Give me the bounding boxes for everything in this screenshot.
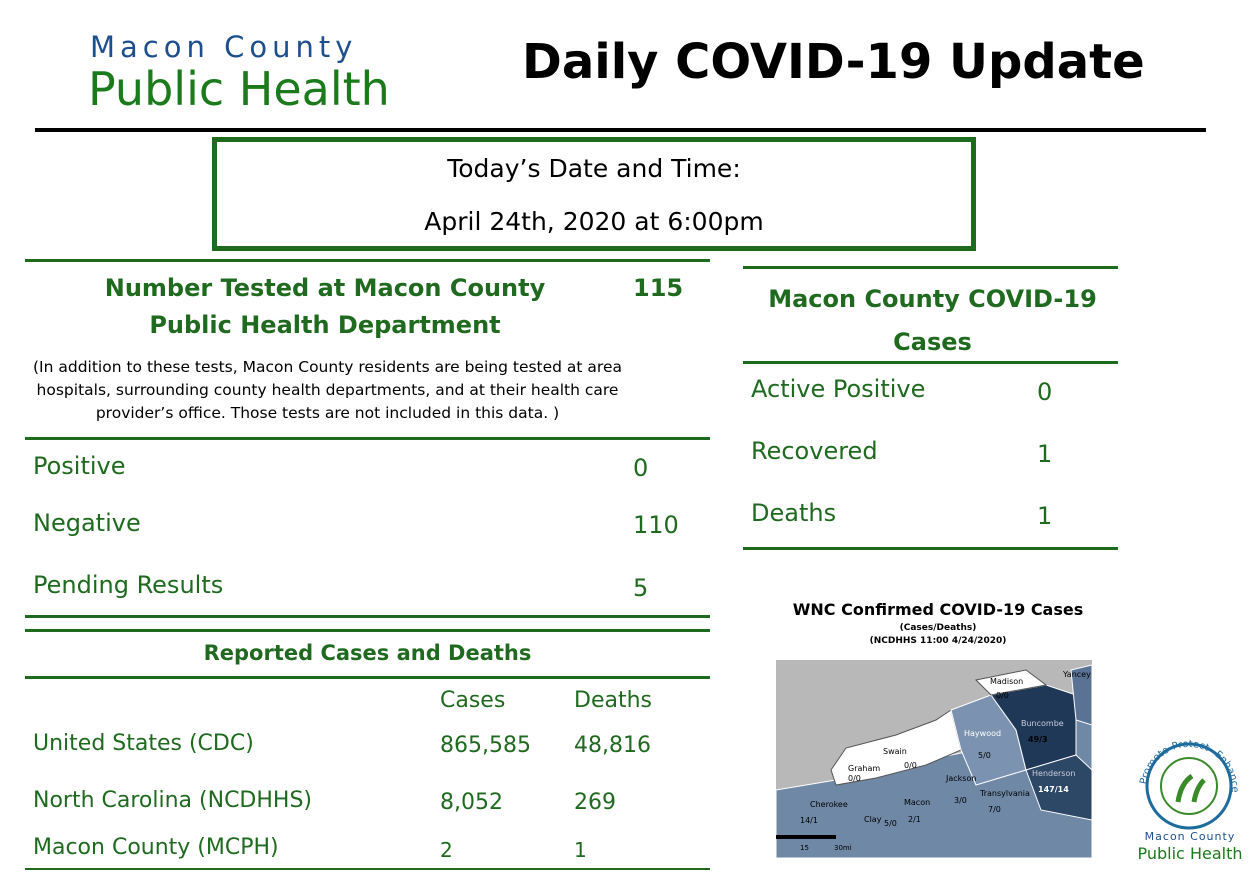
county-label: 7/0 bbox=[988, 805, 1001, 814]
county-map: Madison 0/0 Yancey Buncombe 49/3 Haywood… bbox=[776, 660, 1092, 858]
org-line2: Public Health bbox=[88, 62, 390, 116]
rule bbox=[25, 629, 710, 632]
reported-label: United States (CDC) bbox=[33, 731, 254, 756]
page-title: Daily COVID-19 Update bbox=[522, 34, 1145, 90]
column-header: Deaths bbox=[574, 688, 652, 713]
row-label: Deaths bbox=[751, 499, 837, 527]
logo: Promote Protect Enhance Macon County Pub… bbox=[1138, 740, 1243, 863]
county-name: Henderson bbox=[1032, 769, 1075, 778]
county-name: Macon bbox=[904, 798, 930, 807]
county-name: Yancey bbox=[1062, 670, 1091, 679]
map-subtitle: (Cases/Deaths) bbox=[899, 623, 977, 633]
row-value: 5 bbox=[633, 574, 649, 602]
county-name: Jackson bbox=[945, 774, 976, 783]
reported-heading: Reported Cases and Deaths bbox=[203, 641, 532, 665]
county-name: Haywood bbox=[964, 729, 1001, 738]
county-name: Buncombe bbox=[1021, 719, 1064, 728]
row-label: Positive bbox=[33, 452, 126, 480]
county bbox=[974, 669, 1048, 696]
county-label: 14/1 bbox=[800, 816, 818, 825]
scale-bar bbox=[776, 835, 836, 839]
rule bbox=[25, 259, 710, 262]
county-label: 147/14 bbox=[1038, 785, 1069, 794]
logo-line1: Macon County bbox=[1145, 830, 1236, 843]
date-label: Today’s Date and Time: bbox=[447, 154, 741, 183]
row-value: 1 bbox=[1037, 440, 1053, 468]
reported-cases: 8,052 bbox=[440, 790, 503, 815]
county-name: Clay bbox=[864, 815, 882, 824]
reported-cases: 865,585 bbox=[440, 733, 531, 758]
county-label: 5/0 bbox=[884, 819, 897, 828]
scale-label: 30mi bbox=[834, 844, 852, 852]
rule bbox=[25, 868, 710, 870]
county-name: Graham bbox=[848, 764, 880, 773]
reported-deaths: 269 bbox=[574, 790, 616, 815]
testing-heading: Number Tested at Macon County Public Hea… bbox=[104, 274, 546, 339]
row-label: Negative bbox=[33, 509, 141, 537]
reported-label: Macon County (MCPH) bbox=[33, 835, 279, 860]
macon-heading: Macon County COVID-19 Cases bbox=[768, 285, 1097, 356]
reported-label: North Carolina (NCDHHS) bbox=[33, 788, 313, 813]
map-source: (NCDHHS 11:00 4/24/2020) bbox=[869, 636, 1007, 646]
reported-deaths: 48,816 bbox=[574, 733, 651, 758]
logo-inner bbox=[1160, 757, 1218, 815]
county-name: Transylvania bbox=[979, 789, 1030, 798]
county-label: 0/0 bbox=[996, 691, 1009, 700]
scale-label: 15 bbox=[800, 844, 809, 852]
row-value: 110 bbox=[633, 511, 679, 539]
date-box: Today’s Date and Time: April 24th, 2020 … bbox=[212, 137, 976, 251]
county bbox=[1025, 754, 1092, 821]
rule bbox=[743, 361, 1118, 364]
row-label: Pending Results bbox=[33, 571, 224, 599]
logo-ring-word: Protect bbox=[1171, 740, 1211, 754]
county bbox=[1070, 664, 1092, 726]
map-title: WNC Confirmed COVID-19 Cases bbox=[792, 600, 1084, 619]
county-label: 49/3 bbox=[1028, 735, 1048, 744]
county-name: Madison bbox=[990, 677, 1023, 686]
reported-deaths: 1 bbox=[574, 838, 587, 862]
rule bbox=[743, 547, 1118, 550]
rule bbox=[25, 615, 710, 618]
header-rule bbox=[35, 128, 1206, 132]
rule bbox=[25, 437, 710, 440]
county-name: Cherokee bbox=[810, 800, 848, 809]
county-label: 2/1 bbox=[908, 815, 921, 824]
row-value: 0 bbox=[1037, 378, 1053, 406]
testing-note: (In addition to these tests, Macon Count… bbox=[32, 358, 622, 422]
row-value: 1 bbox=[1037, 502, 1053, 530]
reported-cases: 2 bbox=[440, 838, 453, 862]
column-header: Cases bbox=[440, 688, 506, 713]
logo-ring-text: Protect bbox=[1171, 740, 1211, 754]
county-label: 5/0 bbox=[978, 751, 991, 760]
testing-total: 115 bbox=[633, 274, 684, 302]
rule bbox=[25, 676, 710, 679]
org-line1: Macon County bbox=[90, 30, 358, 64]
county-label: 0/0 bbox=[848, 774, 861, 783]
county-label: 0/0 bbox=[904, 761, 917, 770]
county-name: Swain bbox=[883, 747, 907, 756]
county-label: 3/0 bbox=[954, 796, 967, 805]
logo-line2: Public Health bbox=[1138, 844, 1243, 863]
row-label: Recovered bbox=[751, 437, 878, 465]
logo-figures bbox=[1175, 773, 1206, 803]
rule bbox=[743, 266, 1118, 269]
row-label: Active Positive bbox=[751, 375, 926, 403]
row-value: 0 bbox=[633, 454, 649, 482]
date-value: April 24th, 2020 at 6:00pm bbox=[424, 207, 764, 236]
